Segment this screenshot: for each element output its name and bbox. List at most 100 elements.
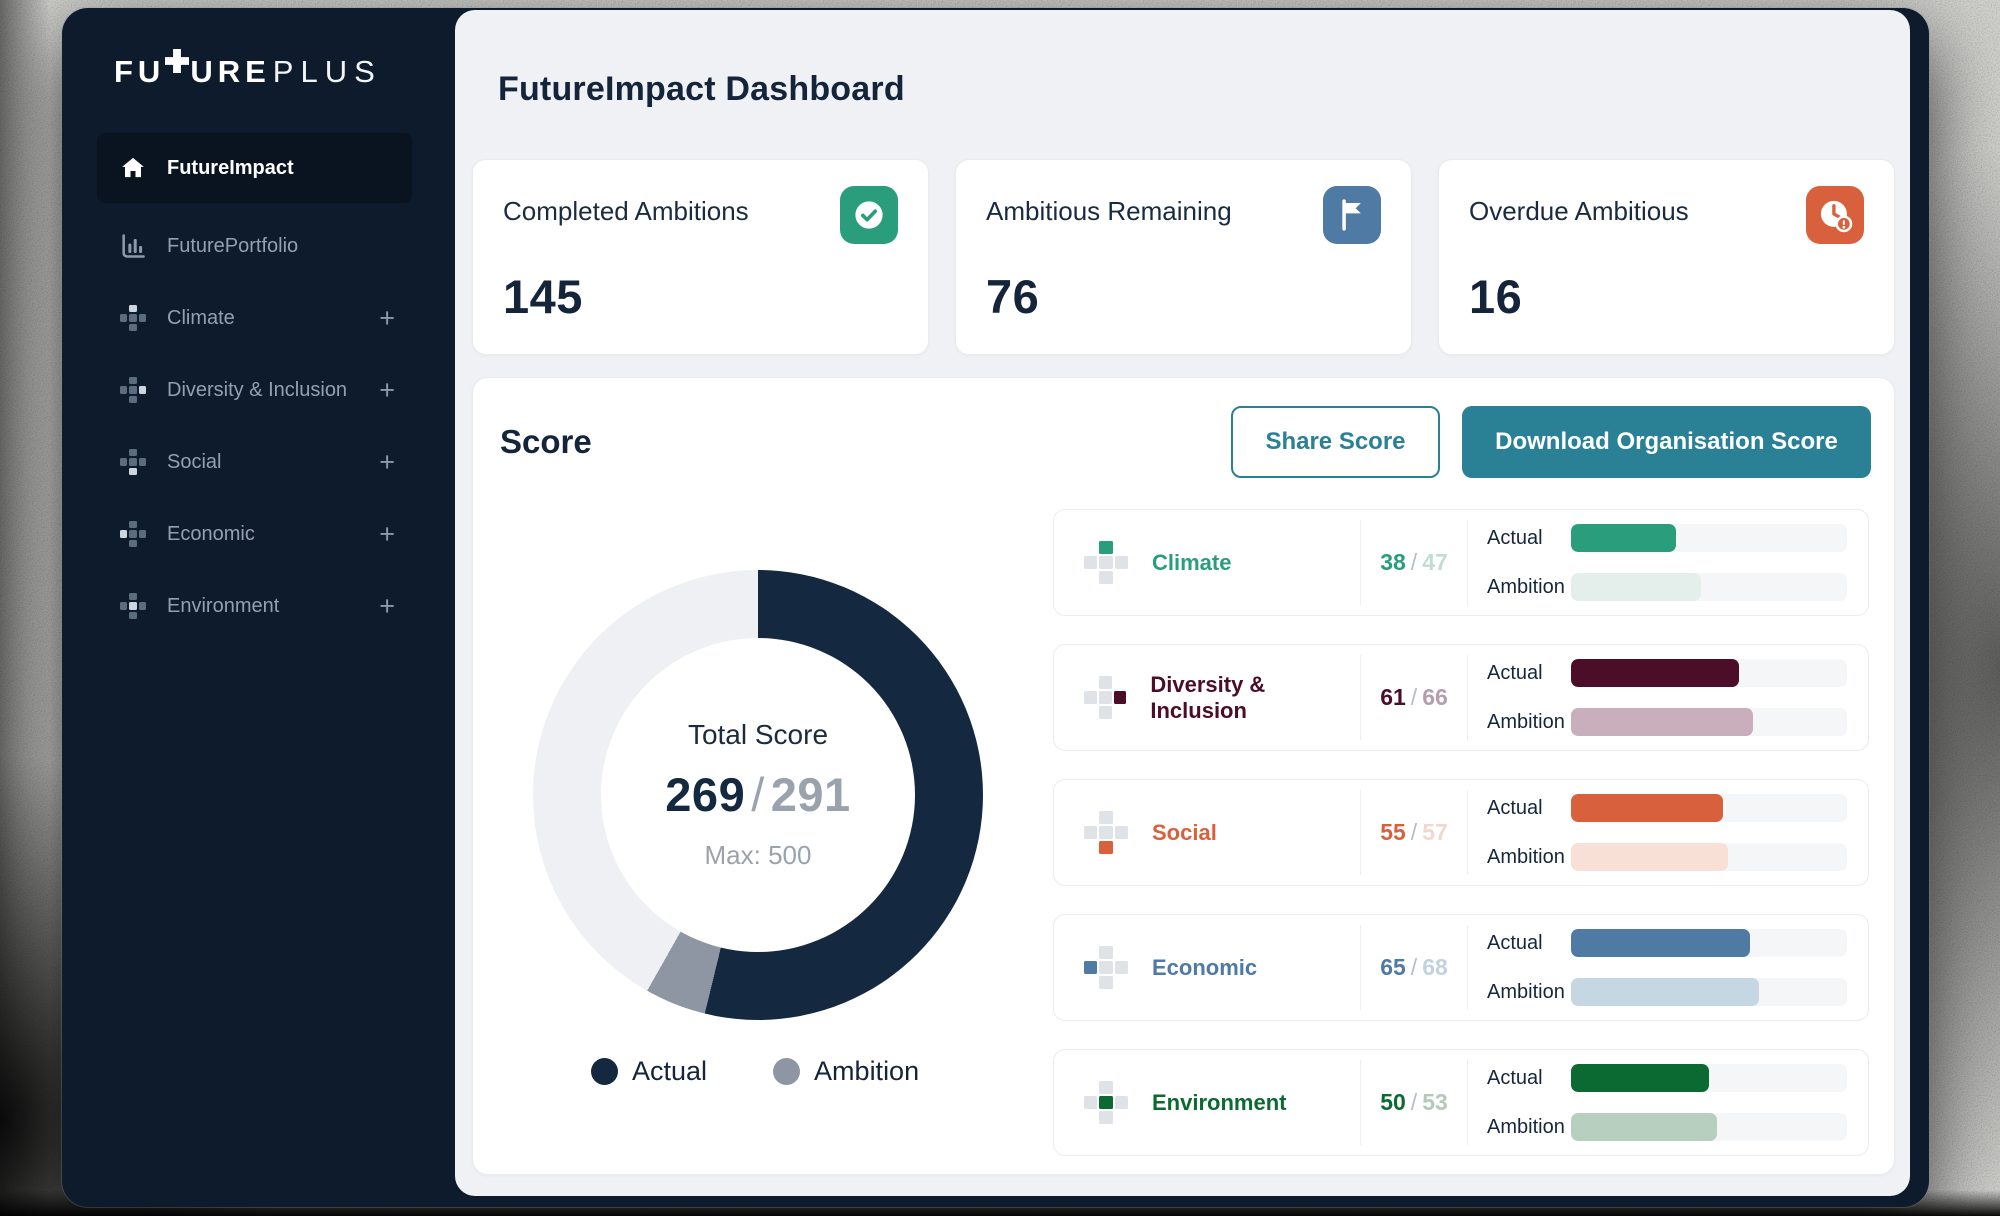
pixel-square: [129, 386, 137, 394]
pixel-empty: [139, 377, 146, 384]
pixel-empty: [1115, 811, 1128, 824]
category-score: 50/53: [1360, 1060, 1468, 1145]
pixel-empty: [1084, 841, 1097, 854]
pixel-empty: [120, 468, 127, 475]
donut-center-label: Total Score: [687, 719, 829, 750]
pixel-square: [138, 314, 146, 322]
page-title: FutureImpact Dashboard: [498, 70, 905, 108]
pixel-plus-icon: [120, 305, 146, 331]
pixel-square: [1084, 555, 1098, 570]
logo: FU URE PLUS: [114, 49, 455, 90]
bar-chart-icon: [118, 231, 148, 261]
expand-plus-icon[interactable]: +: [379, 446, 395, 477]
category-identity: Environment: [1054, 1050, 1360, 1155]
sidebar-item-climate[interactable]: Climate +: [96, 288, 413, 348]
bar-label-actual: Actual: [1487, 796, 1543, 819]
share-score-button[interactable]: Share Score: [1231, 406, 1440, 478]
pixel-empty: [1115, 946, 1128, 959]
pixel-empty: [1114, 676, 1127, 689]
donut-score: 269/291: [665, 767, 850, 822]
check-circle-icon: [850, 196, 888, 234]
pixel-empty: [1084, 541, 1097, 554]
category-ambition-bar-row: Ambition: [1487, 843, 1847, 871]
actual-bar-fill: [1571, 794, 1723, 822]
category-name: Environment: [1152, 1089, 1287, 1115]
bar-label-actual: Actual: [1487, 1066, 1543, 1089]
score-separator: /: [1410, 549, 1418, 575]
category-identity: Social: [1054, 780, 1360, 885]
expand-plus-icon[interactable]: +: [379, 374, 395, 405]
pixel-empty: [120, 593, 127, 600]
pixel-empty: [139, 305, 146, 312]
category-actual-bar-row: Actual: [1487, 794, 1847, 822]
category-card-climate: Climate 38/47 Actual Ambition: [1053, 509, 1869, 616]
pixel-square: [129, 458, 137, 466]
pixel-plus-icon: [1084, 945, 1128, 990]
category-ambition-bar-row: Ambition: [1487, 1113, 1847, 1141]
pixel-empty: [139, 540, 146, 547]
legend-item-actual: Actual: [591, 1056, 707, 1087]
category-actual-score: 50: [1380, 1089, 1406, 1115]
stat-card-label: Ambitious Remaining: [986, 196, 1232, 226]
category-actual-bar-row: Actual: [1487, 929, 1847, 957]
pixel-square: [1099, 1111, 1113, 1125]
expand-plus-icon[interactable]: +: [379, 518, 395, 549]
sidebar-item-label: Diversity & Inclusion: [167, 378, 348, 401]
expand-plus-icon[interactable]: +: [379, 302, 395, 333]
pixel-square: [1099, 976, 1113, 990]
pixel-empty: [1084, 706, 1097, 719]
bar-label-actual: Actual: [1487, 661, 1543, 684]
ambition-bar-track: [1571, 708, 1847, 736]
category-score: 61/66: [1360, 655, 1468, 740]
pixel-square: [129, 611, 137, 619]
sidebar-item-label: FutureImpact: [167, 156, 294, 179]
category-bars: Actual Ambition: [1468, 645, 1868, 750]
pixel-square: [1084, 960, 1098, 975]
score-actions: Share Score Download Organisation Score: [1231, 406, 1871, 478]
clock-alert-icon: [1816, 196, 1854, 234]
ambition-bar-fill: [1571, 708, 1754, 736]
pixel-square: [129, 467, 137, 475]
pixel-empty: [1115, 1111, 1128, 1124]
pixel-plus-icon: [118, 519, 148, 549]
actual-bar-fill: [1571, 524, 1676, 552]
pixel-square: [120, 386, 128, 394]
pixel-square: [129, 602, 137, 610]
category-actual-score: 55: [1380, 819, 1406, 845]
actual-bar-track: [1571, 794, 1847, 822]
pixel-empty: [139, 593, 146, 600]
actual-bar-track: [1571, 1064, 1847, 1092]
pixel-square: [1099, 555, 1113, 570]
sidebar-item-label: Environment: [167, 594, 280, 617]
pixel-square: [1084, 1095, 1098, 1110]
sidebar-item-economic[interactable]: Economic +: [96, 504, 413, 564]
stats-row: Completed Ambitions 145 Ambitious Remainin…: [472, 159, 1895, 355]
category-actual-score: 38: [1380, 549, 1406, 575]
sidebar-item-environment[interactable]: Environment +: [96, 576, 413, 636]
pixel-plus-icon: [118, 303, 148, 333]
pixel-empty: [1084, 976, 1097, 989]
download-organisation-score-button[interactable]: Download Organisation Score: [1462, 406, 1871, 478]
pixel-square: [1099, 571, 1113, 585]
sidebar-item-social[interactable]: Social +: [96, 432, 413, 492]
pixel-empty: [1084, 946, 1097, 959]
category-bars: Actual Ambition: [1468, 915, 1868, 1020]
category-bars: Actual Ambition: [1468, 1050, 1868, 1155]
pixel-square: [1099, 1095, 1113, 1110]
pixel-square: [129, 449, 137, 457]
sidebar-item-futureportfolio[interactable]: FuturePortfolio: [96, 216, 413, 276]
pixel-empty: [139, 396, 146, 403]
category-name: Climate: [1152, 549, 1232, 575]
ambition-bar-track: [1571, 978, 1847, 1006]
expand-plus-icon[interactable]: +: [379, 590, 395, 621]
pixel-square: [1084, 825, 1098, 840]
category-ambition-score: 57: [1422, 819, 1448, 845]
sidebar-item-diversity-inclusion[interactable]: Diversity & Inclusion +: [96, 360, 413, 420]
pixel-plus-icon: [120, 449, 146, 475]
category-card-environment: Environment 50/53 Actual Ambition: [1053, 1049, 1869, 1156]
pixel-plus-icon: [1084, 675, 1127, 720]
stat-card-badge: [1323, 186, 1381, 244]
legend-dot: [773, 1058, 801, 1085]
sidebar-item-futureimpact[interactable]: FutureImpact: [96, 132, 413, 204]
pixel-empty: [120, 612, 127, 619]
